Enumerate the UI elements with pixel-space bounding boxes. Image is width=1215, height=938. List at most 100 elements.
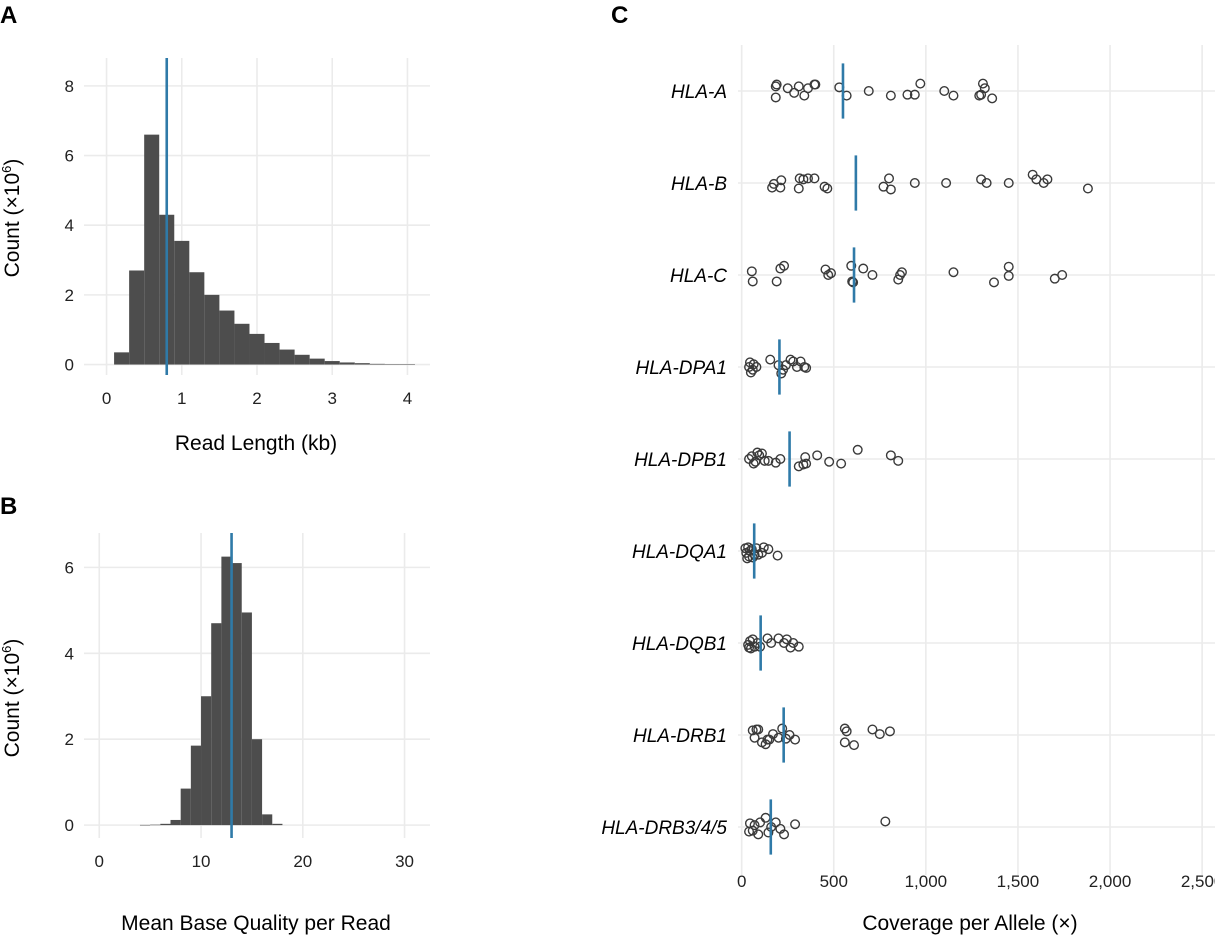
b-bar xyxy=(221,556,232,826)
c-point xyxy=(880,816,891,827)
c-point xyxy=(849,740,860,751)
c-x-tick-label: 1,000 xyxy=(905,872,948,891)
c-point xyxy=(765,354,776,365)
y-axis-title-a-suffix: ) xyxy=(1,159,24,166)
c-point xyxy=(746,266,757,277)
c-point xyxy=(846,260,857,271)
histogram-bars-a xyxy=(114,134,415,365)
c-point xyxy=(826,268,837,279)
c-point xyxy=(754,450,765,461)
c-point xyxy=(790,734,801,745)
strip-points-c xyxy=(740,78,1093,840)
c-point xyxy=(770,92,781,103)
c-point xyxy=(753,724,764,735)
a-bar xyxy=(384,364,400,365)
c-point xyxy=(839,737,850,748)
c-point xyxy=(798,174,809,185)
c-gene-label: HLA-DQA1 xyxy=(632,542,727,563)
c-point xyxy=(987,93,998,104)
a-bar xyxy=(249,333,265,365)
c-point xyxy=(809,173,820,184)
c-point xyxy=(753,829,764,840)
mean-lines-c xyxy=(752,63,858,855)
b-bar xyxy=(139,824,151,826)
c-point xyxy=(874,729,885,740)
x-ticks-a: 0 1 2 3 4 xyxy=(102,389,412,408)
c-series-points xyxy=(767,169,1093,195)
c-point xyxy=(885,450,896,461)
a-x-tick-label: 4 xyxy=(403,389,412,408)
c-point xyxy=(884,726,895,737)
c-point xyxy=(800,452,811,463)
c-point xyxy=(763,455,774,466)
b-y-tick-label: 4 xyxy=(65,644,74,663)
y-axis-title-a: Count (×106) xyxy=(0,159,24,278)
c-point xyxy=(763,544,774,555)
b-x-tick-label: 30 xyxy=(395,852,414,871)
c-point xyxy=(885,90,896,101)
c-point xyxy=(988,277,999,288)
c-series-points xyxy=(744,444,904,472)
c-point xyxy=(1082,183,1093,194)
c-point xyxy=(852,444,863,455)
c-point xyxy=(747,276,758,287)
b-bar xyxy=(272,823,283,826)
c-point xyxy=(895,270,906,281)
c-point xyxy=(893,455,904,466)
c-gene-label: HLA-DPA1 xyxy=(635,358,727,379)
gene-labels-c: HLA-A HLA-B HLA-C HLA-DPA1 HLA-DPB1 HLA-DQA1 H… xyxy=(601,82,727,839)
panel-label-a: A xyxy=(0,2,17,29)
histogram-bars-b xyxy=(139,556,283,826)
c-series-points xyxy=(743,633,804,654)
panel-label-c: C xyxy=(611,2,628,29)
b-bar xyxy=(180,788,191,826)
a-bar xyxy=(294,354,310,365)
x-ticks-c: 0 500 1,000 1,500 2,000 2,500 xyxy=(737,872,1215,891)
a-bar xyxy=(189,272,205,365)
b-y-tick-label: 0 xyxy=(65,816,74,835)
c-point xyxy=(801,458,812,469)
a-y-tick-label: 8 xyxy=(65,77,74,96)
c-point xyxy=(793,183,804,194)
c-point xyxy=(902,89,913,100)
c-point xyxy=(801,362,812,373)
a-y-tick-label: 6 xyxy=(65,147,74,166)
y-axis-title-a-prefix: Count (×10 xyxy=(1,173,24,278)
x-axis-title-b: Mean Base Quality per Read xyxy=(121,912,391,935)
c-point xyxy=(763,827,774,838)
c-point xyxy=(810,79,821,90)
c-gene-label: HLA-DQB1 xyxy=(632,634,727,655)
a-y-tick-label: 0 xyxy=(65,356,74,375)
a-bar xyxy=(219,310,235,365)
a-bar xyxy=(174,240,190,365)
c-x-tick-label: 2,500 xyxy=(1181,872,1215,891)
c-point xyxy=(839,723,850,734)
c-point xyxy=(1003,261,1014,272)
c-gene-label: HLA-DRB1 xyxy=(633,726,727,747)
c-gene-label: HLA-DPB1 xyxy=(634,450,727,471)
c-point xyxy=(793,641,804,652)
y-axis-title-b-exp: 6 xyxy=(0,646,14,653)
c-x-tick-label: 500 xyxy=(820,872,848,891)
y-axis-title-b-prefix: Count (×10 xyxy=(1,653,24,758)
a-y-tick-label: 4 xyxy=(65,216,74,235)
c-point xyxy=(779,829,790,840)
x-axis-title-c: Coverage per Allele (×) xyxy=(862,912,1077,935)
b-bar xyxy=(262,814,273,826)
c-point xyxy=(759,455,770,466)
b-bar xyxy=(251,739,263,826)
c-x-tick-label: 0 xyxy=(737,872,746,891)
b-bar xyxy=(160,823,171,826)
y-ticks-b: 0 2 4 6 xyxy=(65,558,74,835)
b-x-tick-label: 0 xyxy=(95,852,104,871)
c-point xyxy=(948,267,959,278)
c-point xyxy=(775,182,786,193)
c-point xyxy=(1003,270,1014,281)
c-point xyxy=(793,81,804,92)
c-point xyxy=(823,270,834,281)
c-point xyxy=(773,633,784,644)
c-series-points xyxy=(746,260,1068,288)
x-ticks-b: 0 10 20 30 xyxy=(95,852,414,871)
